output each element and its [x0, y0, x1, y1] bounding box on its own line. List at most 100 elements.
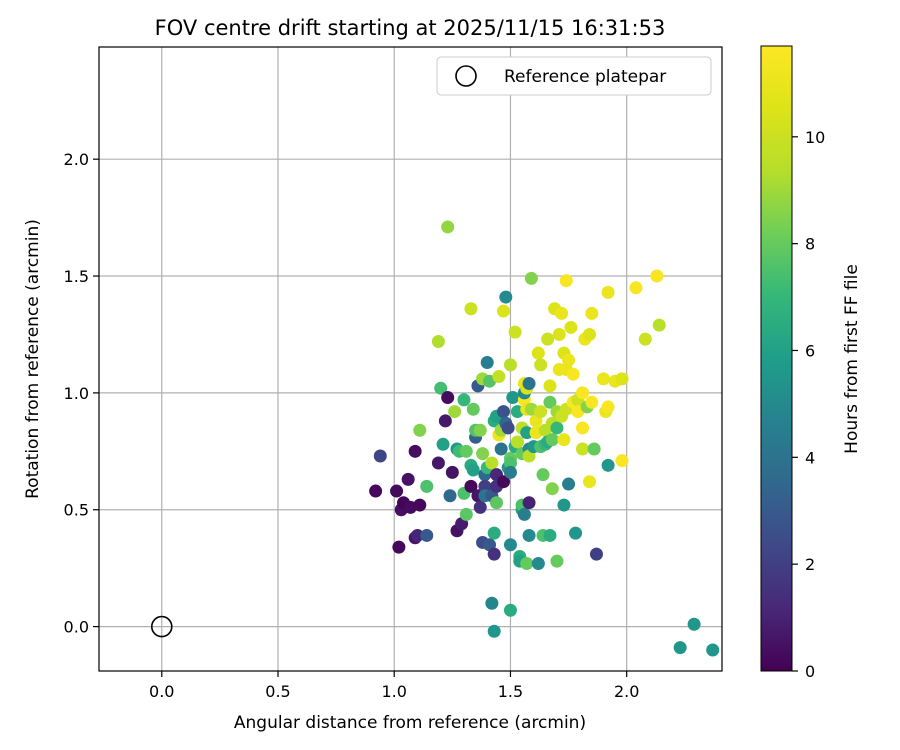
x-tick-label: 1.0	[382, 682, 407, 701]
data-point	[543, 395, 557, 409]
colorbar-ticks: 0 2 4 6 8 10	[792, 128, 825, 681]
data-point	[441, 391, 455, 405]
data-point	[434, 381, 448, 395]
data-point	[459, 507, 473, 521]
data-point	[503, 358, 517, 372]
data-point	[524, 271, 538, 285]
data-point	[464, 302, 478, 316]
data-point	[503, 456, 517, 470]
data-point	[587, 442, 601, 456]
data-point	[457, 393, 471, 407]
data-point	[487, 526, 501, 540]
data-point	[638, 332, 652, 346]
data-point	[545, 433, 559, 447]
data-point	[492, 370, 506, 384]
data-point	[541, 332, 555, 346]
data-point	[390, 484, 404, 498]
data-point	[522, 528, 536, 542]
data-point	[555, 306, 569, 320]
data-point	[473, 423, 487, 437]
data-point	[443, 489, 457, 503]
data-point	[615, 454, 629, 468]
data-point	[413, 498, 427, 512]
data-point	[494, 442, 508, 456]
data-point	[431, 334, 445, 348]
data-point	[501, 421, 515, 435]
x-axis: 0.0 0.5 1.0 1.5 2.0	[149, 671, 639, 701]
legend-box	[436, 56, 712, 96]
data-point	[392, 540, 406, 554]
data-point	[673, 641, 687, 655]
data-point	[466, 402, 480, 416]
legend-marker-icon	[455, 65, 477, 87]
data-point	[369, 484, 383, 498]
colorbar-tick-label: 0	[805, 662, 815, 681]
y-tick-label: 1.0	[64, 384, 89, 403]
data-point	[559, 274, 573, 288]
data-point	[652, 318, 666, 332]
data-point	[510, 435, 524, 449]
data-point	[413, 423, 427, 437]
data-point	[582, 327, 596, 341]
data-point	[520, 426, 534, 440]
data-point	[650, 269, 664, 283]
data-point	[496, 304, 510, 318]
colorbar-gradient	[760, 45, 793, 672]
data-point	[531, 346, 545, 360]
data-point	[517, 507, 531, 521]
data-point	[478, 479, 492, 493]
data-point	[557, 498, 571, 512]
data-point	[448, 405, 462, 419]
y-tick-label: 2.0	[64, 150, 89, 169]
data-point	[466, 463, 480, 477]
colorbar-tick-label: 10	[805, 128, 825, 147]
data-point	[536, 468, 550, 482]
data-point	[550, 554, 564, 568]
grid-lines	[99, 47, 722, 671]
data-point	[476, 447, 490, 461]
legend: Reference platepar	[436, 56, 712, 96]
colorbar-tick-label: 4	[805, 448, 815, 467]
y-tick-label: 0.5	[64, 501, 89, 520]
x-tick-label: 0.0	[149, 682, 174, 701]
data-point	[445, 465, 459, 479]
data-point	[522, 496, 536, 510]
data-point	[550, 421, 564, 435]
colorbar-label: Hours from first FF file	[842, 264, 862, 454]
data-point	[557, 433, 571, 447]
data-point	[480, 356, 494, 370]
data-point	[373, 449, 387, 463]
legend-label: Reference platepar	[504, 67, 666, 87]
data-point	[487, 547, 501, 561]
data-point	[534, 405, 548, 419]
data-point	[441, 220, 455, 234]
data-point	[408, 444, 422, 458]
colorbar-tick-label: 2	[805, 555, 815, 574]
data-point	[576, 421, 590, 435]
data-point	[585, 306, 599, 320]
data-point	[490, 496, 504, 510]
data-point	[485, 456, 499, 470]
x-tick-label: 0.5	[265, 682, 290, 701]
data-point	[562, 353, 576, 367]
data-point	[420, 528, 434, 542]
data-point	[543, 528, 557, 542]
data-point	[522, 377, 536, 391]
data-point	[506, 391, 520, 405]
data-point	[566, 367, 580, 381]
data-point	[508, 325, 522, 339]
data-point	[503, 603, 517, 617]
y-tick-label: 1.5	[64, 267, 89, 286]
data-point	[503, 465, 517, 479]
data-point	[459, 444, 473, 458]
data-point	[503, 538, 517, 552]
data-point	[499, 290, 513, 304]
data-point	[496, 475, 510, 489]
data-point	[582, 475, 596, 489]
data-point	[706, 643, 720, 657]
data-point	[687, 617, 701, 631]
data-point	[420, 479, 434, 493]
data-point	[473, 500, 487, 514]
data-point	[615, 372, 629, 386]
data-point	[576, 442, 590, 456]
